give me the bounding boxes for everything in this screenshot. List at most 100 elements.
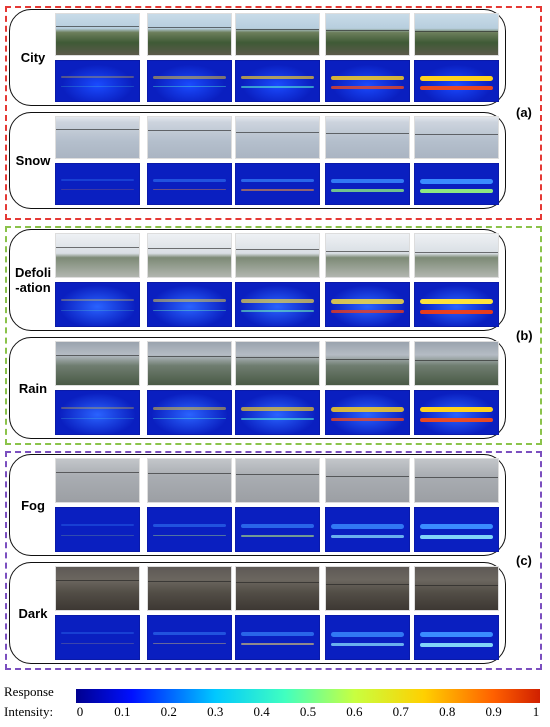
response-streak	[240, 417, 314, 421]
response-map-2	[147, 162, 232, 205]
response-map-3	[235, 59, 320, 102]
condition-label: Rain	[18, 380, 48, 396]
response-streak	[240, 85, 314, 89]
response-streak	[152, 178, 226, 182]
response-map-4	[325, 59, 410, 102]
response-streak	[60, 524, 134, 527]
response-streak	[419, 85, 493, 90]
response-map-4	[325, 282, 410, 327]
colorbar-tick-label: 0.6	[346, 704, 363, 719]
response-map-1	[55, 162, 140, 205]
input-frame-1	[55, 566, 140, 611]
colorbar-tick-label: 0.3	[207, 704, 224, 719]
response-streak	[330, 309, 404, 313]
response-map-1	[55, 615, 140, 660]
colorbar-tick-label: 0.4	[253, 704, 270, 719]
power-line	[415, 360, 498, 362]
response-streak	[60, 85, 134, 87]
input-frame-2	[147, 116, 232, 159]
response-streak	[152, 85, 226, 88]
response-map-3	[235, 507, 320, 552]
group-label: (a)	[516, 105, 532, 120]
input-frame-4	[325, 116, 410, 159]
condition-label: Dark	[18, 605, 48, 621]
input-frame-5	[414, 458, 499, 503]
power-line	[148, 27, 231, 29]
response-map-4	[325, 507, 410, 552]
response-map-5	[414, 59, 499, 102]
response-streak	[152, 417, 226, 420]
response-streak	[60, 534, 134, 536]
colorbar-title-line2: Intensity:	[4, 704, 54, 719]
colorbar-tick-label: 1	[532, 704, 540, 719]
response-streak	[330, 417, 404, 421]
colorbar-tick-label: 0.5	[299, 704, 317, 719]
power-line	[148, 473, 231, 475]
power-line	[415, 31, 498, 32]
power-line	[326, 250, 409, 252]
input-frame-5	[414, 566, 499, 611]
response-streak	[330, 85, 404, 89]
response-streak	[60, 309, 134, 311]
group-label: (c)	[516, 552, 532, 568]
response-streak	[419, 524, 493, 530]
power-line	[326, 475, 409, 477]
response-streak	[330, 188, 404, 192]
response-map-4	[325, 615, 410, 660]
response-streak	[60, 178, 134, 181]
response-map-5	[414, 390, 499, 435]
response-streak	[330, 534, 404, 538]
power-line	[326, 583, 409, 585]
response-map-3	[235, 390, 320, 435]
input-frame-3	[235, 233, 320, 278]
response-streak	[152, 188, 226, 191]
response-map-3	[235, 162, 320, 205]
response-streak	[419, 632, 493, 638]
group-3-frame	[5, 451, 542, 670]
response-map-4	[325, 162, 410, 205]
condition-label: Defoli -ation	[14, 265, 52, 295]
power-line	[326, 358, 409, 360]
response-streak	[419, 407, 493, 413]
condition-label: Snow	[15, 153, 51, 168]
response-streak	[60, 407, 134, 410]
colorbar-tick-label: 0.2	[160, 704, 177, 719]
power-line	[56, 471, 139, 473]
input-frame-2	[147, 341, 232, 386]
input-frame-3	[235, 566, 320, 611]
response-streak	[330, 407, 404, 412]
response-streak	[60, 188, 134, 190]
condition-label: City	[20, 50, 46, 65]
power-line	[415, 134, 498, 135]
response-streak	[419, 299, 493, 305]
response-streak	[152, 632, 226, 636]
input-frame-5	[414, 341, 499, 386]
input-frame-2	[147, 13, 232, 56]
power-line	[236, 131, 319, 133]
input-frame-2	[147, 458, 232, 503]
input-frame-3	[235, 116, 320, 159]
power-line	[56, 579, 139, 581]
response-streak	[240, 524, 314, 528]
response-streak	[330, 632, 404, 637]
response-streak	[330, 299, 404, 304]
response-streak	[240, 632, 314, 636]
response-streak	[419, 534, 493, 539]
response-streak	[152, 407, 226, 411]
input-frame-4	[325, 566, 410, 611]
power-line	[326, 29, 409, 31]
input-frame-1	[55, 233, 140, 278]
condition-label: Fog	[21, 497, 45, 513]
response-streak	[240, 75, 314, 80]
colorbar-tick-label: 0.7	[392, 704, 409, 719]
power-line	[236, 582, 319, 584]
colorbar-tick-label: 0.9	[485, 704, 502, 719]
response-streak	[419, 417, 493, 422]
response-map-2	[147, 59, 232, 102]
response-map-5	[414, 615, 499, 660]
colorbar-tick-label: 0.1	[114, 704, 131, 719]
response-map-1	[55, 507, 140, 552]
response-map-4	[325, 390, 410, 435]
power-line	[56, 354, 139, 356]
power-line	[56, 129, 139, 131]
